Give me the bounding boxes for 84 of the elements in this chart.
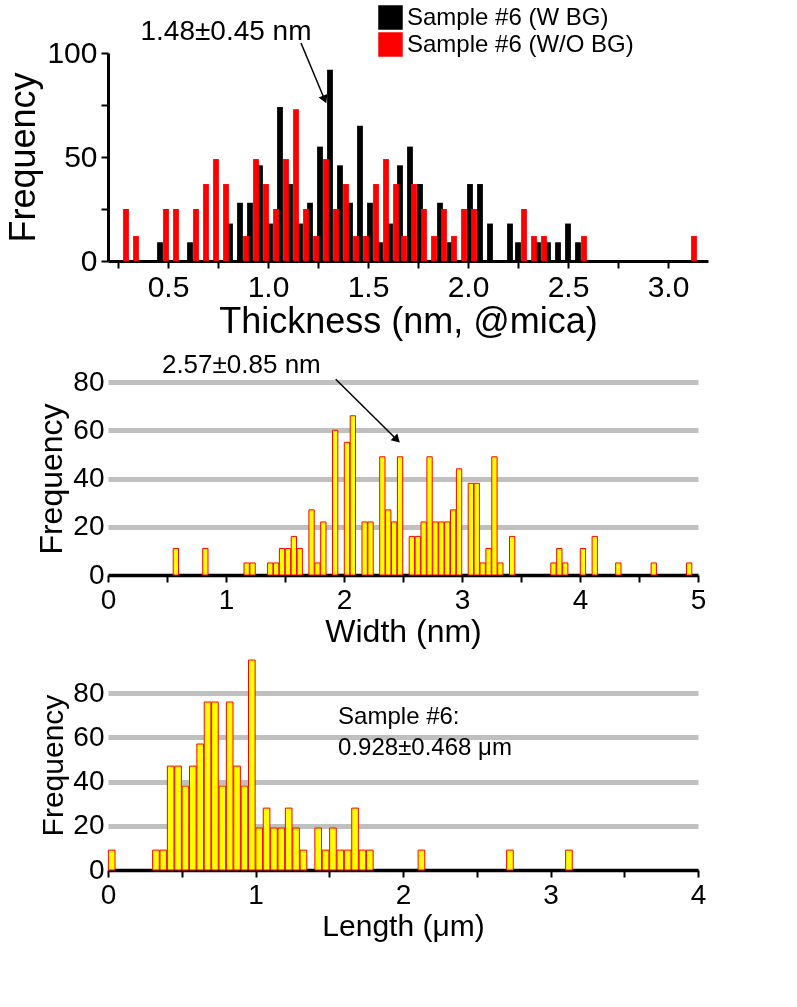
legend-label: Sample #6 (W/O BG) xyxy=(407,29,634,57)
bar xyxy=(401,236,407,261)
bar xyxy=(565,849,573,871)
bar xyxy=(253,159,259,261)
bar xyxy=(541,236,547,261)
y-tick-label: 20 xyxy=(73,809,105,841)
bar xyxy=(383,159,389,261)
bar xyxy=(451,236,457,261)
x-tick-label: 1 xyxy=(248,878,264,910)
x-tick-label: 2 xyxy=(395,878,412,910)
legend-label: Sample #6 (W BG) xyxy=(407,2,609,30)
bar xyxy=(107,849,116,871)
bar xyxy=(581,236,587,261)
x-tick-label: 2 xyxy=(336,583,353,615)
bar xyxy=(243,236,249,261)
y-axis-title: Frequency xyxy=(36,694,70,837)
y-tick-label: 60 xyxy=(73,413,105,445)
bar xyxy=(461,209,467,261)
bar xyxy=(323,159,329,261)
bar xyxy=(471,209,477,261)
x-tick-label: 4 xyxy=(690,878,707,910)
bar xyxy=(579,547,587,576)
x-tick-label: 1 xyxy=(218,583,235,615)
bar xyxy=(591,535,598,576)
bar xyxy=(133,236,139,261)
text: 2.57±0.85 nm xyxy=(161,348,321,379)
bar xyxy=(531,236,537,261)
y-axis-title: Frequency xyxy=(33,403,70,555)
bar xyxy=(172,547,180,576)
bar xyxy=(263,184,269,261)
y-tick-label: 20 xyxy=(73,510,105,542)
x-tick-label: 0.5 xyxy=(147,269,190,303)
bar xyxy=(393,184,399,261)
bar xyxy=(163,209,169,261)
x-tick-label: 3 xyxy=(543,878,559,910)
bar xyxy=(303,209,309,261)
x-tick-label: 5 xyxy=(690,583,707,615)
bar xyxy=(293,109,299,261)
bar xyxy=(521,209,527,261)
y-tick-label: 80 xyxy=(73,676,105,708)
bar xyxy=(123,209,129,261)
bar xyxy=(509,535,516,576)
bar xyxy=(441,209,447,261)
x-axis-title: Width (nm) xyxy=(325,612,482,649)
bar xyxy=(333,209,339,261)
bar xyxy=(615,562,622,576)
x-tick-label: 3.0 xyxy=(647,269,690,303)
bar xyxy=(421,209,427,261)
bar xyxy=(650,562,657,576)
bar xyxy=(373,184,379,261)
bar xyxy=(193,209,199,261)
bar xyxy=(417,849,426,871)
bar xyxy=(353,236,359,261)
bar xyxy=(283,159,289,261)
y-axis-title: Frequency xyxy=(2,72,44,243)
bar xyxy=(332,429,339,576)
bar xyxy=(273,209,279,261)
y-tick-label: 0 xyxy=(80,243,98,277)
annotation: 1.48±0.45 nm xyxy=(140,14,312,46)
bar xyxy=(506,849,514,871)
bar xyxy=(223,184,229,261)
y-tick-label: 40 xyxy=(73,765,105,797)
x-axis-title: Length (μm) xyxy=(322,908,485,942)
bar xyxy=(343,184,349,261)
bar xyxy=(313,236,319,261)
bar xyxy=(363,236,369,261)
bar xyxy=(173,209,179,261)
y-tick-label: 40 xyxy=(73,462,105,493)
x-tick-label: 4 xyxy=(572,583,589,615)
y-tick-label: 60 xyxy=(73,720,105,752)
y-tick-label: 100 xyxy=(47,35,98,69)
bar xyxy=(203,184,209,261)
bar xyxy=(686,562,693,576)
y-tick-label: 50 xyxy=(64,139,98,173)
x-tick-label: 3 xyxy=(454,583,471,615)
annotation: Sample #6: 0.928±0.468 μm xyxy=(338,701,512,760)
y-tick-label: 0 xyxy=(88,558,105,590)
y-tick-label: 80 xyxy=(73,365,105,397)
y-tick-label: 0 xyxy=(88,853,105,885)
bar xyxy=(202,547,209,576)
bar xyxy=(691,236,697,261)
bar xyxy=(411,184,417,261)
bar xyxy=(431,236,437,261)
bar xyxy=(213,159,219,261)
